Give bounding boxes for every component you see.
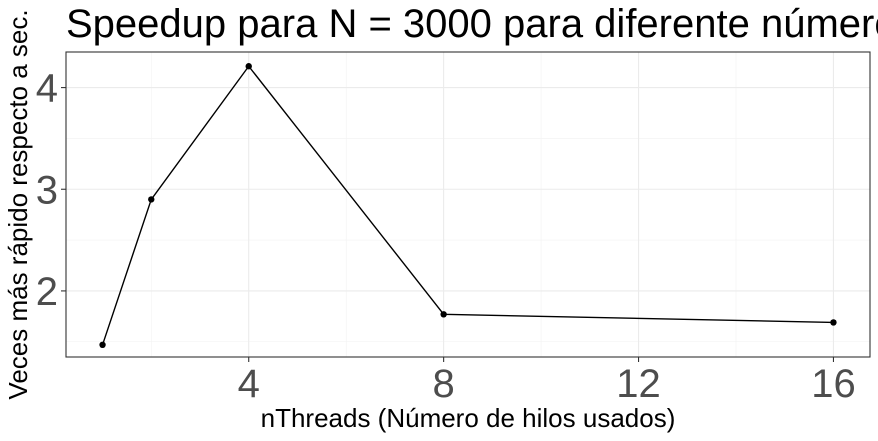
x-tick-label: 16 (811, 362, 856, 406)
plot-panel-background (66, 52, 870, 357)
data-point-nthreads-2 (148, 196, 155, 203)
x-axis-title: nThreads (Número de hilos usados) (261, 403, 676, 433)
x-tick-label: 8 (433, 362, 455, 406)
x-tick-label: 4 (238, 362, 260, 406)
speedup-series (99, 63, 837, 348)
grid-lines (66, 52, 870, 357)
y-axis-title: Veces más rápido respecto a sec. (3, 9, 33, 399)
plot-panel-border (65, 51, 871, 358)
data-point-nthreads-16 (830, 319, 837, 326)
y-tick-label: 2 (36, 270, 58, 314)
data-point-nthreads-4 (245, 63, 252, 70)
y-tick-label: 4 (36, 67, 58, 111)
data-point-nthreads-8 (440, 311, 447, 318)
y-tick-label: 3 (36, 168, 58, 212)
chart-title: Speedup para N = 3000 para diferente núm… (66, 2, 878, 46)
x-tick-label: 12 (616, 362, 661, 406)
axis-ticks: 4 8 12 16 2 3 4 (36, 67, 856, 406)
data-point-nthreads-1 (99, 341, 106, 348)
